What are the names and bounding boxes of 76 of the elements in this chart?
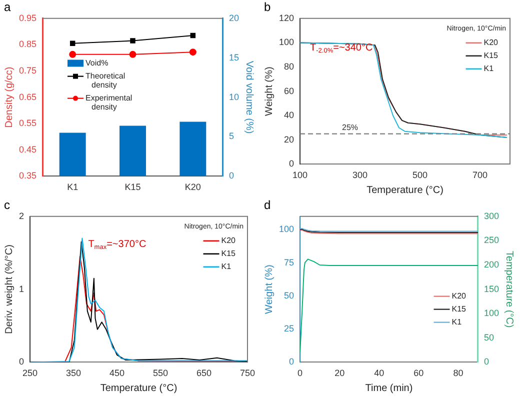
- x-tick-label: 250: [22, 368, 38, 378]
- x-tick-label: 550: [152, 368, 168, 378]
- y-tick-label: 25: [284, 324, 294, 334]
- chart-title: a: [4, 0, 11, 14]
- x-tick-label: 300: [352, 170, 368, 180]
- x-tick-label: 700: [472, 170, 488, 180]
- y-tick-label: 0.35: [18, 170, 37, 181]
- y2-tick-label: 5: [228, 131, 234, 142]
- x-axis-title: Time (min): [365, 382, 413, 394]
- x-tick-label: 80: [453, 368, 464, 378]
- y-tick-label: 80: [284, 61, 294, 72]
- y2-tick-label: 200: [484, 259, 500, 270]
- x-tick-label: K1: [67, 182, 78, 192]
- y2-axis-title: Void volume (%): [243, 60, 254, 134]
- y2-tick-label: 10: [228, 92, 240, 102]
- y2-tick-label: 15: [228, 52, 240, 62]
- x-tick-label: 450: [109, 368, 125, 378]
- legend-label: K20: [452, 292, 467, 301]
- y-tick-label: 0: [289, 356, 294, 367]
- legend-label: K15: [484, 51, 499, 60]
- y-tick-label: 100: [278, 37, 294, 48]
- y-tick-label: 0.65: [18, 92, 37, 102]
- y-axis-title: Density (g/cc): [4, 66, 15, 128]
- legend-label: Theoretical density: [86, 72, 126, 90]
- y2-tick-label: 50: [484, 332, 494, 342]
- y-tick-label: 40: [284, 110, 294, 120]
- x-tick-label: 350: [66, 368, 82, 378]
- ref-line-label: 25%: [342, 123, 358, 132]
- y-tick-label: 1: [18, 284, 24, 294]
- y-axis-title: Weight (%): [264, 264, 275, 314]
- y2-tick-label: 150: [484, 284, 500, 294]
- x-tick-label: 500: [412, 170, 428, 180]
- y2-tick-label: 0: [484, 356, 489, 367]
- legend-label: K1: [221, 262, 232, 272]
- x-tick-label: 40: [374, 368, 384, 378]
- y-tick-label: 2: [18, 210, 24, 221]
- legend-label: K1: [484, 64, 494, 74]
- y-tick-label: 0: [289, 158, 294, 169]
- legend-label: K1: [452, 318, 462, 327]
- y-tick-label: 0.95: [18, 12, 37, 23]
- x-axis-title: Temperature (°C): [100, 382, 178, 394]
- y-axis-title: Weight (%): [264, 66, 275, 116]
- legend-label: K20: [221, 236, 236, 246]
- y2-tick-label: 20: [228, 12, 240, 23]
- x-tick-label: 60: [414, 368, 424, 378]
- y-tick-label: 0.75: [18, 65, 37, 76]
- chart-title: b: [264, 0, 271, 14]
- y2-tick-label: 250: [484, 235, 500, 246]
- x-tick-label: K15: [124, 182, 141, 192]
- x-tick-label: 750: [240, 368, 256, 378]
- legend-label: K20: [484, 38, 499, 48]
- x-tick-label: 0: [298, 368, 303, 378]
- y-tick-label: 100: [278, 224, 294, 234]
- y-tick-label: 50: [284, 290, 294, 300]
- legend-label: Void%: [86, 58, 108, 68]
- x-tick-label: 650: [196, 368, 212, 378]
- y-tick-label: 75: [284, 257, 294, 268]
- y2-tick-label: 300: [484, 210, 500, 221]
- y-tick-label: 0: [18, 356, 24, 367]
- y-tick-label: 60: [284, 86, 294, 96]
- y-tick-label: 20: [284, 134, 294, 144]
- y2-tick-label: 100: [484, 308, 500, 318]
- y-tick-label: 0.55: [18, 118, 37, 128]
- x-axis-title: Temperature (°C): [366, 184, 444, 196]
- legend-label: K15: [221, 249, 236, 258]
- y-axis-title: Deriv. weight (%/°C): [4, 244, 15, 334]
- y2-axis-title: Temperature (°C): [503, 250, 514, 328]
- y-tick-label: 0.45: [18, 144, 37, 154]
- chart-title: d: [264, 198, 271, 212]
- chart-title: c: [4, 198, 10, 212]
- legend-label: Experimental density: [86, 94, 132, 112]
- y-tick-label: 0.85: [18, 39, 37, 50]
- x-tick-label: K20: [184, 182, 201, 192]
- x-tick-label: 20: [334, 368, 345, 378]
- y-tick-label: 120: [278, 12, 294, 23]
- legend-label: K15: [452, 304, 467, 314]
